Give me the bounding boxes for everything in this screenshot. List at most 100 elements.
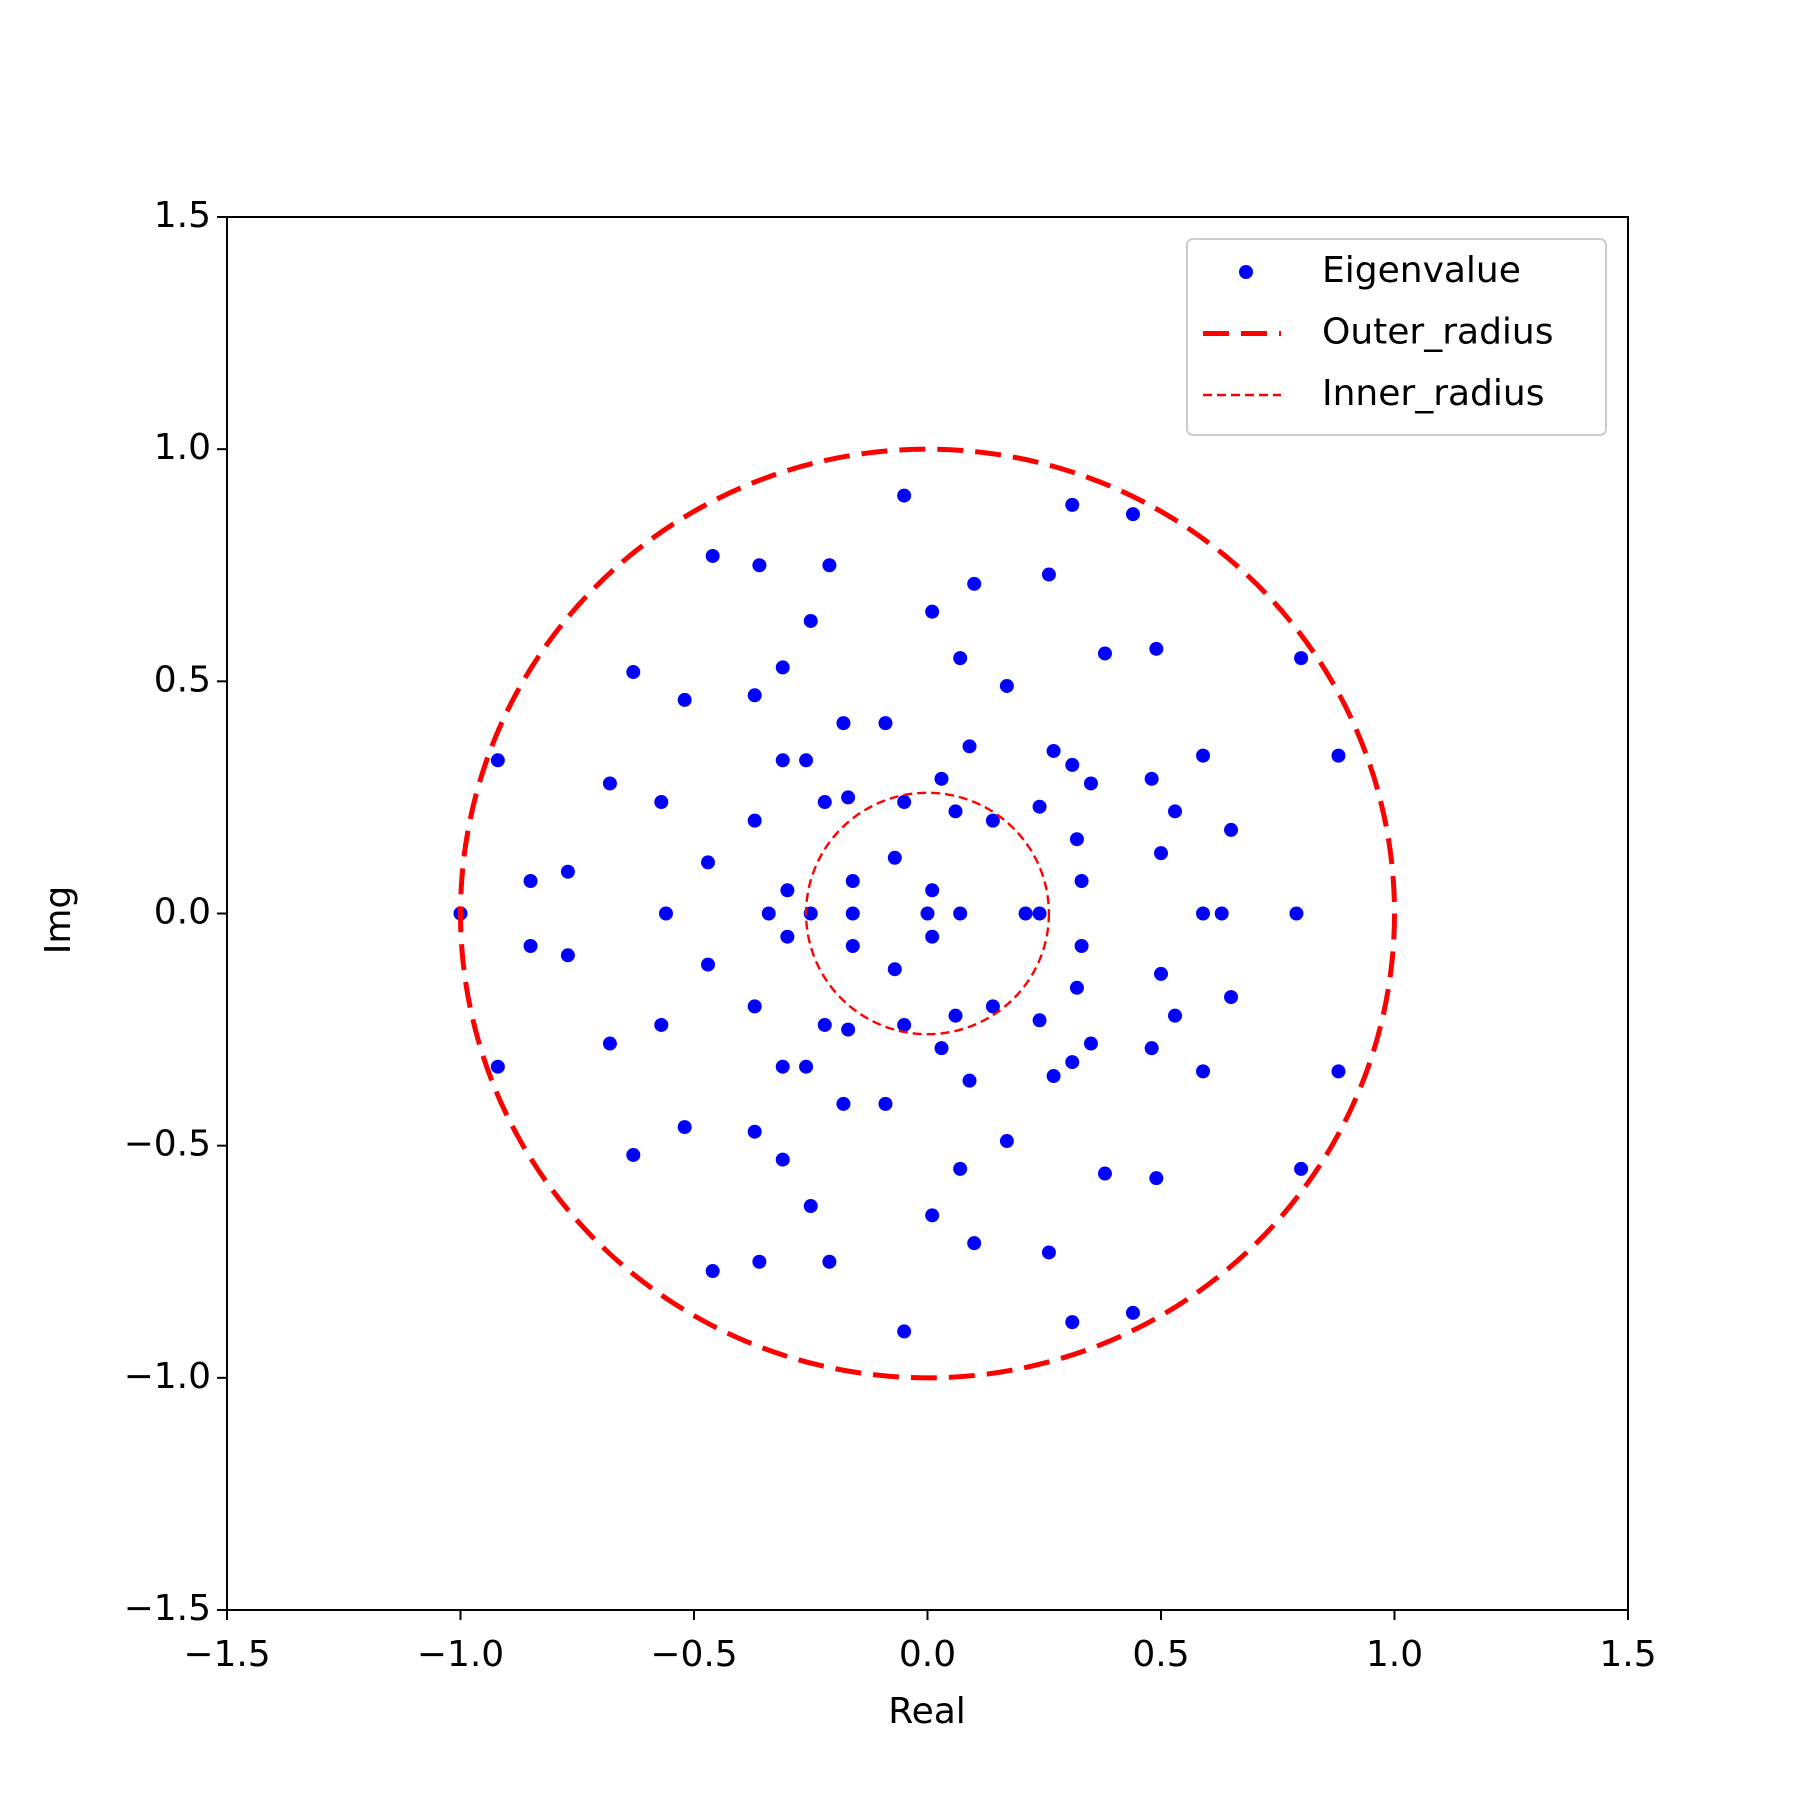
point (560, 864, 575, 879)
point (1018, 906, 1033, 921)
point (897, 1017, 912, 1032)
point (953, 1161, 968, 1176)
point (962, 1073, 977, 1088)
point (953, 651, 968, 666)
point (1149, 641, 1164, 656)
point (1074, 873, 1089, 888)
point (799, 1059, 814, 1074)
point (780, 883, 795, 898)
point (962, 739, 977, 754)
legend-label: Outer_radius (1322, 312, 1554, 353)
point (523, 873, 538, 888)
point (1331, 748, 1346, 763)
point (897, 795, 912, 810)
point (999, 1134, 1014, 1149)
point (626, 1147, 641, 1162)
y-tick-label: −1.5 (124, 1588, 211, 1629)
point (775, 753, 790, 768)
point (817, 1017, 832, 1032)
point (1125, 507, 1140, 522)
x-tick-label: 0.5 (1132, 1634, 1189, 1675)
point (602, 1036, 617, 1051)
point (1032, 906, 1047, 921)
x-tick-label: −1.0 (417, 1634, 504, 1675)
y-axis-label: Img (38, 886, 79, 955)
point (705, 548, 720, 563)
point (1331, 1064, 1346, 1079)
point (925, 929, 940, 944)
point (836, 716, 851, 731)
point (953, 906, 968, 921)
point (948, 804, 963, 819)
point (705, 1264, 720, 1279)
x-tick-label: 1.5 (1599, 1634, 1656, 1675)
point (747, 813, 762, 828)
point (1125, 1305, 1140, 1320)
point (878, 716, 893, 731)
y-tick-label: −0.5 (124, 1124, 211, 1165)
point (490, 753, 505, 768)
point (761, 906, 776, 921)
point (1097, 646, 1112, 661)
x-axis-label: Real (888, 1691, 966, 1732)
point (1196, 1064, 1211, 1079)
point (1041, 1245, 1056, 1260)
point (1196, 748, 1211, 763)
point (1224, 822, 1239, 837)
point (887, 962, 902, 977)
point (967, 576, 982, 591)
point (1196, 906, 1211, 921)
y-tick-label: 1.0 (154, 427, 211, 468)
point (1083, 1036, 1098, 1051)
point (897, 488, 912, 503)
point (1154, 966, 1168, 981)
plot-frame (226, 216, 1629, 1611)
point (1294, 651, 1309, 666)
point (1289, 906, 1304, 921)
point (1214, 906, 1229, 921)
legend-marker (1239, 265, 1253, 279)
point (626, 665, 641, 680)
point (948, 1008, 963, 1023)
x-tick-label: −0.5 (650, 1634, 737, 1675)
point (747, 1124, 762, 1139)
x-tick-label: 0.0 (899, 1634, 956, 1675)
point (803, 613, 818, 628)
x-tick-label: 1.0 (1366, 1634, 1423, 1675)
point (934, 1041, 949, 1056)
point (775, 1152, 790, 1167)
point (845, 873, 860, 888)
point (1149, 1171, 1164, 1186)
legend-box (1186, 238, 1607, 436)
point (1046, 1069, 1061, 1084)
point (967, 1236, 982, 1251)
point (701, 855, 716, 870)
point (1144, 771, 1159, 786)
circle-line (458, 446, 1397, 1381)
y-tick-label: −1.0 (124, 1356, 211, 1397)
point (897, 1324, 912, 1339)
point (925, 883, 940, 898)
point (845, 939, 860, 954)
point (752, 1254, 767, 1269)
point (775, 660, 790, 675)
point (1065, 497, 1080, 512)
circle-line (804, 791, 1051, 1036)
y-tick-label: 0.0 (154, 892, 211, 933)
point (1294, 1161, 1309, 1176)
point (1069, 980, 1084, 995)
point (560, 948, 575, 963)
point (1065, 1315, 1080, 1330)
legend-label: Inner_radius (1322, 373, 1545, 414)
point (1032, 799, 1047, 814)
point (747, 688, 762, 703)
point (822, 558, 837, 573)
point (780, 929, 795, 944)
point (677, 692, 692, 707)
point (985, 813, 1000, 828)
point (803, 1199, 818, 1214)
point (1069, 832, 1084, 847)
point (1168, 1008, 1183, 1023)
legend-label: Eigenvalue (1322, 250, 1521, 291)
